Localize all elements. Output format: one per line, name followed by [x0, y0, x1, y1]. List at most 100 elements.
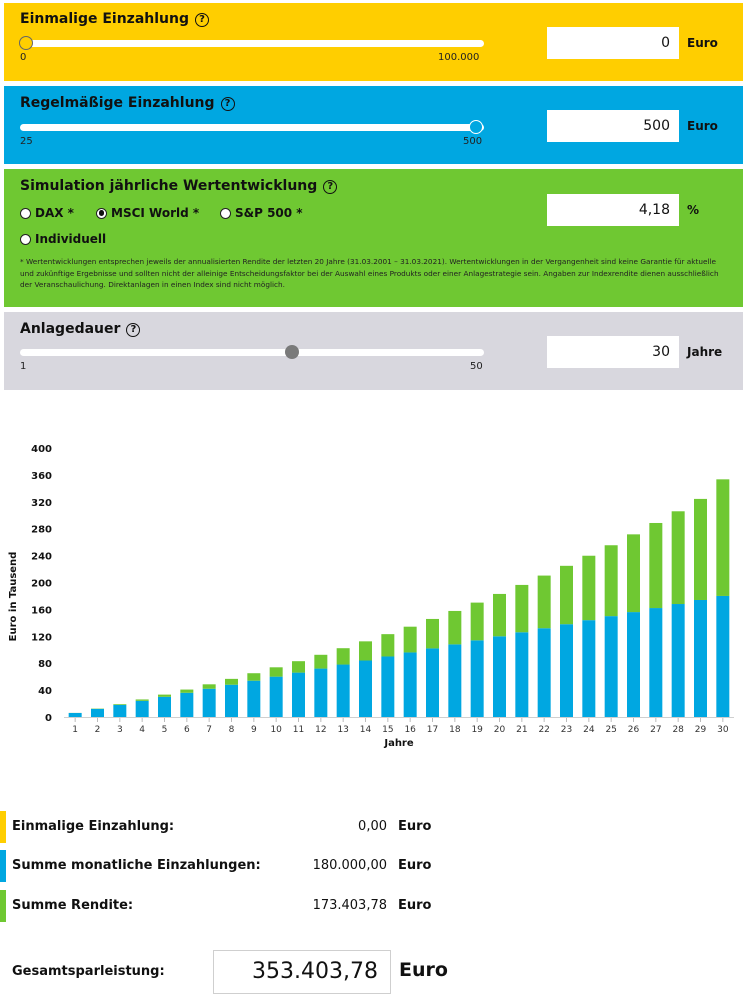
x-tick-label: 20: [494, 725, 506, 735]
one-time-deposit-unit: Euro: [687, 27, 718, 59]
x-tick-label: 10: [270, 725, 282, 735]
bar-return: [605, 545, 618, 616]
bar-return: [136, 699, 149, 700]
radio-msci-world[interactable]: MSCI World *: [96, 206, 199, 220]
bar-deposits: [247, 681, 260, 717]
slider-min-label: 0: [20, 52, 26, 63]
summary-unit: Euro: [398, 898, 431, 913]
y-tick-label: 360: [31, 471, 52, 482]
x-tick-label: 14: [360, 725, 372, 735]
bar-return: [582, 556, 595, 620]
simulation-panel: Simulation jährliche Wertentwicklung? DA…: [4, 169, 743, 307]
bar-deposits: [560, 624, 573, 717]
bar-deposits: [113, 705, 126, 717]
slider-handle[interactable]: [19, 36, 33, 50]
regular-deposit-input[interactable]: 500: [547, 110, 679, 142]
help-icon[interactable]: ?: [323, 180, 337, 194]
x-tick-label: 15: [382, 725, 393, 735]
one-time-deposit-slider[interactable]: [20, 40, 484, 47]
x-tick-label: 16: [404, 725, 416, 735]
bar-return: [538, 576, 551, 629]
bar-return: [180, 690, 193, 693]
summary-label: Einmalige Einzahlung:: [12, 819, 174, 834]
bar-deposits: [136, 701, 149, 717]
slider-handle[interactable]: [285, 345, 299, 359]
color-marker: [0, 811, 6, 843]
bar-return: [471, 603, 484, 641]
y-tick-label: 120: [31, 632, 52, 643]
x-tick-label: 27: [650, 725, 661, 735]
summary-value: 173.403,78: [313, 898, 387, 913]
bar-return: [649, 523, 662, 608]
radio-icon: [20, 208, 31, 219]
summary-label: Summe monatliche Einzahlungen:: [12, 858, 261, 873]
y-tick-label: 0: [45, 713, 52, 724]
x-tick-label: 4: [139, 725, 145, 735]
x-tick-label: 18: [449, 725, 461, 735]
bar-return: [672, 511, 685, 604]
slider-max-label: 500: [463, 136, 482, 147]
one-time-deposit-panel: Einmalige Einzahlung? 0 100.000 0 Euro: [4, 3, 743, 81]
total-label: Gesamtsparleistung:: [12, 964, 165, 979]
summary-row-one-time: Einmalige Einzahlung: 0,00 Euro: [0, 811, 745, 843]
x-tick-label: 11: [293, 725, 304, 735]
summary-value: 180.000,00: [313, 858, 387, 873]
x-tick-label: 22: [538, 725, 549, 735]
slider-handle[interactable]: [469, 120, 483, 134]
radio-dax[interactable]: DAX *: [20, 206, 74, 220]
help-icon[interactable]: ?: [221, 97, 235, 111]
help-icon[interactable]: ?: [126, 323, 140, 337]
help-icon[interactable]: ?: [195, 13, 209, 27]
regular-deposit-slider[interactable]: [20, 124, 484, 131]
one-time-deposit-input[interactable]: 0: [547, 27, 679, 59]
bar-return: [560, 566, 573, 624]
x-tick-label: 8: [229, 725, 235, 735]
x-tick-label: 12: [315, 725, 326, 735]
x-tick-label: 9: [251, 725, 257, 735]
bar-deposits: [180, 693, 193, 717]
radio-sp500[interactable]: S&P 500 *: [220, 206, 303, 220]
return-rate-input[interactable]: 4,18: [547, 194, 679, 226]
x-tick-label: 19: [471, 725, 483, 735]
bar-deposits: [582, 620, 595, 717]
y-tick-label: 320: [31, 498, 52, 509]
disclaimer-note: * Wertentwicklungen entsprechen jeweils …: [20, 256, 720, 291]
bar-return: [337, 648, 350, 664]
summary-unit: Euro: [398, 858, 431, 873]
bar-deposits: [292, 673, 305, 717]
y-tick-label: 40: [38, 686, 52, 697]
x-tick-label: 17: [427, 725, 438, 735]
duration-slider[interactable]: [20, 349, 484, 356]
bar-return: [270, 667, 283, 676]
one-time-deposit-title: Einmalige Einzahlung?: [20, 11, 209, 27]
bar-deposits: [627, 612, 640, 717]
bar-return: [113, 704, 126, 705]
bar-deposits: [493, 636, 506, 717]
x-tick-label: 1: [72, 725, 78, 735]
bar-return: [292, 661, 305, 672]
radio-icon: [20, 234, 31, 245]
y-tick-label: 240: [31, 552, 52, 563]
bar-return: [359, 641, 372, 660]
x-tick-label: 6: [184, 725, 190, 735]
x-tick-label: 23: [561, 725, 572, 735]
bar-deposits: [426, 648, 439, 717]
bar-deposits: [649, 608, 662, 717]
bar-deposits: [538, 628, 551, 717]
bar-return: [716, 479, 729, 596]
bar-deposits: [158, 697, 171, 717]
bar-deposits: [404, 652, 417, 717]
x-tick-label: 13: [337, 725, 348, 735]
x-tick-label: 2: [95, 725, 101, 735]
radio-individuell[interactable]: Individuell: [20, 232, 106, 246]
duration-panel: Anlagedauer? 1 50 30 Jahre: [4, 312, 743, 390]
x-axis-label: Jahre: [383, 738, 414, 749]
slider-max-label: 50: [470, 361, 483, 372]
radio-icon: [220, 208, 231, 219]
bar-deposits: [337, 665, 350, 717]
duration-input[interactable]: 30: [547, 336, 679, 368]
bar-return: [515, 585, 528, 632]
bar-return: [493, 594, 506, 636]
slider-min-label: 25: [20, 136, 33, 147]
